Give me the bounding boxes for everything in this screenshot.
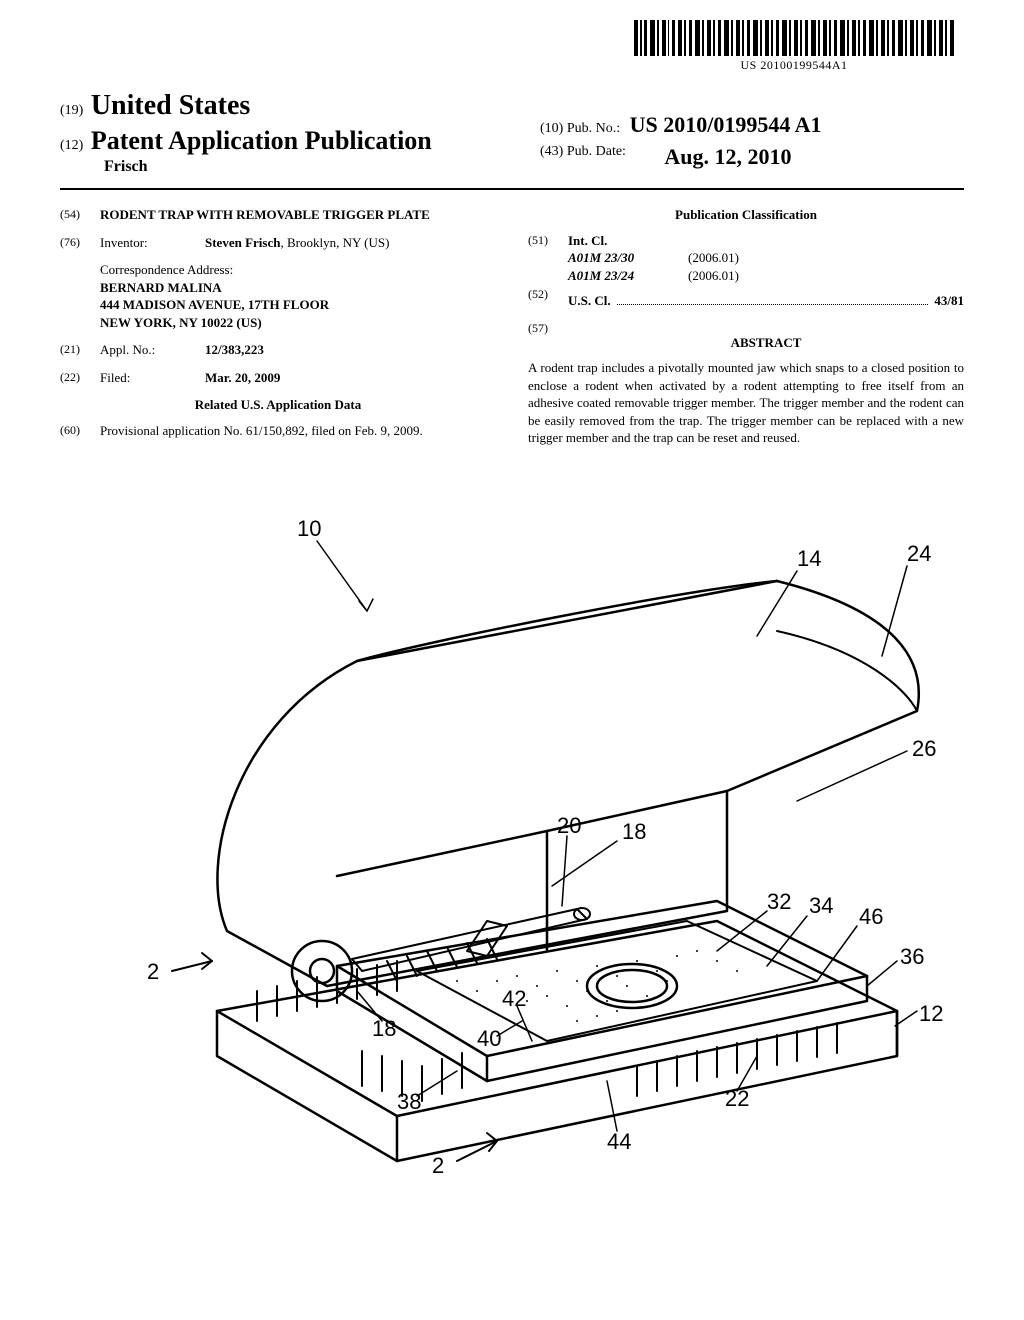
title-field: (54) RODENT TRAP WITH REMOVABLE TRIGGER …: [60, 206, 496, 224]
code-51: (51): [528, 232, 568, 285]
intcl-code-1: A01M 23/24: [568, 267, 688, 285]
columns: (54) RODENT TRAP WITH REMOVABLE TRIGGER …: [60, 206, 964, 449]
ref-2a: 2: [147, 959, 159, 984]
corr-addr2: NEW YORK, NY 10022 (US): [100, 314, 496, 332]
header: (19) United States (12) Patent Applicati…: [60, 90, 964, 176]
barcode-text: US 20100199544A1: [634, 58, 954, 73]
pubdate: Aug. 12, 2010: [664, 144, 791, 170]
intcl-code-0: A01M 23/30: [568, 249, 688, 267]
intcl-date-1: (2006.01): [688, 267, 739, 285]
pubtype-line: (12) Patent Application Publication: [60, 126, 964, 156]
pubclass-heading: Publication Classification: [528, 206, 964, 224]
code-60: (60): [60, 422, 100, 440]
country-line: (19) United States: [60, 90, 964, 122]
code-12: (12): [60, 138, 83, 153]
abstract-text: A rodent trap includes a pivotally mount…: [528, 359, 964, 447]
header-rule: [60, 188, 964, 190]
ref-18b: 18: [372, 1016, 396, 1041]
code-19: (19): [60, 103, 83, 118]
intcl-block: Int. Cl. A01M 23/30 (2006.01) A01M 23/24…: [568, 232, 964, 285]
inventor-field: (76) Inventor: Steven Frisch, Brooklyn, …: [60, 234, 496, 252]
patent-figure: 10 14 24 26 20 18 32 34 46 36 12 42 40 3…: [60, 481, 964, 1206]
code-21: (21): [60, 341, 100, 359]
ref-20: 20: [557, 813, 581, 838]
ref-14: 14: [797, 546, 821, 571]
abstract-field: (57) ABSTRACT: [528, 320, 964, 360]
provisional-field: (60) Provisional application No. 61/150,…: [60, 422, 496, 440]
ref-2b: 2: [432, 1153, 444, 1178]
code-54: (54): [60, 206, 100, 224]
right-header: (10) Pub. No.: US 2010/0199544 A1 (43) P…: [540, 112, 822, 170]
pubno-label: Pub. No.:: [567, 121, 620, 136]
inventor-loc: , Brooklyn, NY (US): [280, 235, 389, 250]
pubno-line: (10) Pub. No.: US 2010/0199544 A1: [540, 112, 822, 138]
intcl-label: Int. Cl.: [568, 232, 964, 250]
inventor-name: Steven Frisch: [205, 235, 280, 250]
ref-22: 22: [725, 1086, 749, 1111]
ref-36: 36: [900, 944, 924, 969]
code-10: (10): [540, 121, 563, 136]
inventor-label: Inventor:: [100, 234, 205, 252]
intcl-row: A01M 23/30 (2006.01): [568, 249, 964, 267]
pubdate-line: (43) Pub. Date: Aug. 12, 2010: [540, 144, 822, 170]
filed-field: (22) Filed: Mar. 20, 2009: [60, 369, 496, 387]
pubno: US 2010/0199544 A1: [630, 112, 822, 137]
code-57: (57): [528, 320, 568, 360]
ref-32: 32: [767, 889, 791, 914]
ref-24: 24: [907, 541, 931, 566]
correspondence: Correspondence Address: BERNARD MALINA 4…: [100, 261, 496, 331]
barcode-bars: [634, 20, 954, 56]
applno: 12/383,223: [205, 341, 496, 359]
ref-40: 40: [477, 1026, 501, 1051]
code-43: (43): [540, 144, 563, 159]
right-column: Publication Classification (51) Int. Cl.…: [528, 206, 964, 449]
uscl-block: U.S. Cl. 43/81: [568, 292, 964, 310]
uscl-val: 43/81: [934, 292, 964, 310]
ref-10: 10: [297, 516, 321, 541]
country: United States: [91, 90, 250, 121]
corr-label: Correspondence Address:: [100, 261, 496, 279]
uscl-field: (52) U.S. Cl. 43/81: [528, 286, 964, 310]
ref-34: 34: [809, 893, 833, 918]
code-76: (76): [60, 234, 100, 252]
ref-26: 26: [912, 736, 936, 761]
ref-46: 46: [859, 904, 883, 929]
ref-12: 12: [919, 1001, 943, 1026]
corr-name: BERNARD MALINA: [100, 279, 496, 297]
applno-field: (21) Appl. No.: 12/383,223: [60, 341, 496, 359]
filed-label: Filed:: [100, 369, 205, 387]
code-52: (52): [528, 286, 568, 310]
code-22: (22): [60, 369, 100, 387]
related-heading: Related U.S. Application Data: [60, 396, 496, 414]
left-column: (54) RODENT TRAP WITH REMOVABLE TRIGGER …: [60, 206, 496, 449]
pubdate-label: Pub. Date:: [567, 144, 626, 159]
title: RODENT TRAP WITH REMOVABLE TRIGGER PLATE: [100, 206, 496, 224]
figure-svg: 10 14 24 26 20 18 32 34 46 36 12 42 40 3…: [77, 481, 947, 1201]
applno-label: Appl. No.:: [100, 341, 205, 359]
uscl-label: U.S. Cl.: [568, 292, 611, 310]
ref-18: 18: [622, 819, 646, 844]
intcl-field: (51) Int. Cl. A01M 23/30 (2006.01) A01M …: [528, 232, 964, 285]
uscl-dots: [617, 304, 929, 305]
author: Frisch: [104, 158, 964, 176]
inventor-value: Steven Frisch, Brooklyn, NY (US): [205, 234, 496, 252]
filed: Mar. 20, 2009: [205, 369, 496, 387]
ref-42: 42: [502, 986, 526, 1011]
corr-addr1: 444 MADISON AVENUE, 17TH FLOOR: [100, 296, 496, 314]
provisional: Provisional application No. 61/150,892, …: [100, 422, 496, 440]
intcl-row: A01M 23/24 (2006.01): [568, 267, 964, 285]
ref-44: 44: [607, 1129, 631, 1154]
pubtype: Patent Application Publication: [91, 126, 432, 155]
barcode: US 20100199544A1: [634, 20, 954, 73]
ref-38: 38: [397, 1089, 421, 1114]
abstract-heading: ABSTRACT: [568, 334, 964, 352]
intcl-date-0: (2006.01): [688, 249, 739, 267]
